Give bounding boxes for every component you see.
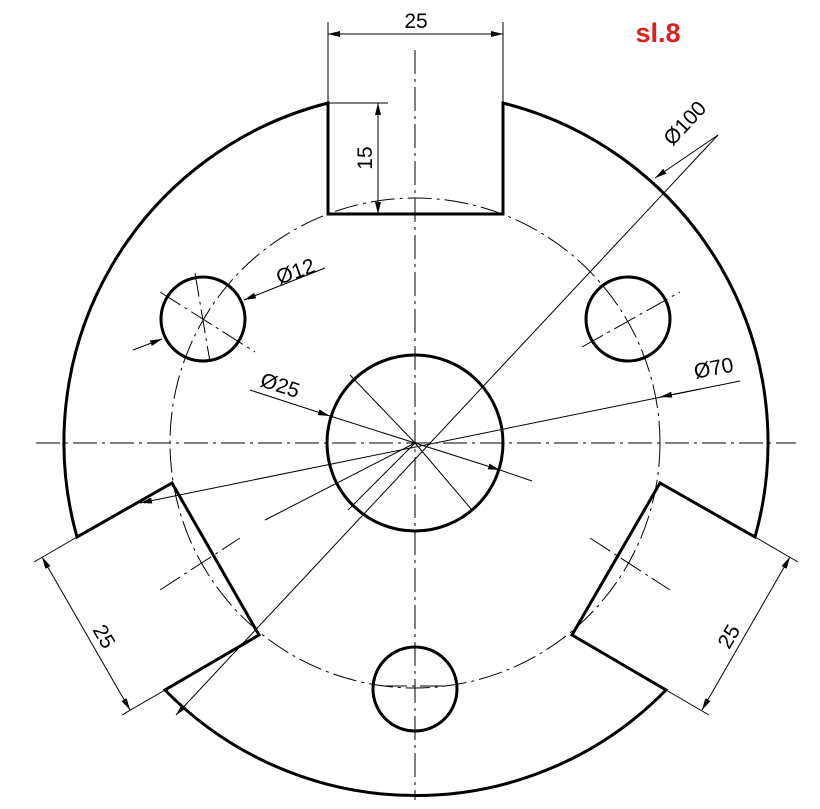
dim-pitch-circle-diameter: Ø70 [139,354,741,504]
slot-width-right-label: 25 [714,621,746,653]
sheet-label: sl.8 [635,18,680,48]
center-bore [325,353,505,533]
construction-rays [264,374,473,521]
slot-centerline-right [589,537,671,591]
dim-slot-depth-top: 15 [328,102,388,214]
hole-centerline-tl-2 [194,272,211,363]
bolt-hole-top-left [159,275,247,363]
slot-width-top-label: 25 [404,10,427,33]
pitch-circle [169,197,661,689]
bolt-hole-bottom [371,645,459,733]
bolt-hole-top-right [584,275,672,363]
hole-centerline-tr [581,291,681,348]
pitch-circle-diameter-label: Ø70 [692,354,735,384]
dim-outer-diameter: Ø100 [175,97,719,716]
hole-diameter-label: Ø12 [273,254,318,289]
part-outline [62,101,770,798]
center-lines [36,50,796,800]
slot-centerline-left [159,537,241,591]
dim-slot-width-top: 25 [327,10,504,103]
center-bore-diameter-label: Ø25 [258,369,303,403]
dim-center-bore-diameter: Ø25 [249,369,533,482]
dim-slot-width-right: 25 [665,536,799,716]
slot-depth-top-label: 15 [354,146,377,169]
outer-diameter-label: Ø100 [659,97,711,150]
dim-slot-width-left: 25 [33,536,166,716]
slot-width-left-label: 25 [88,621,120,653]
